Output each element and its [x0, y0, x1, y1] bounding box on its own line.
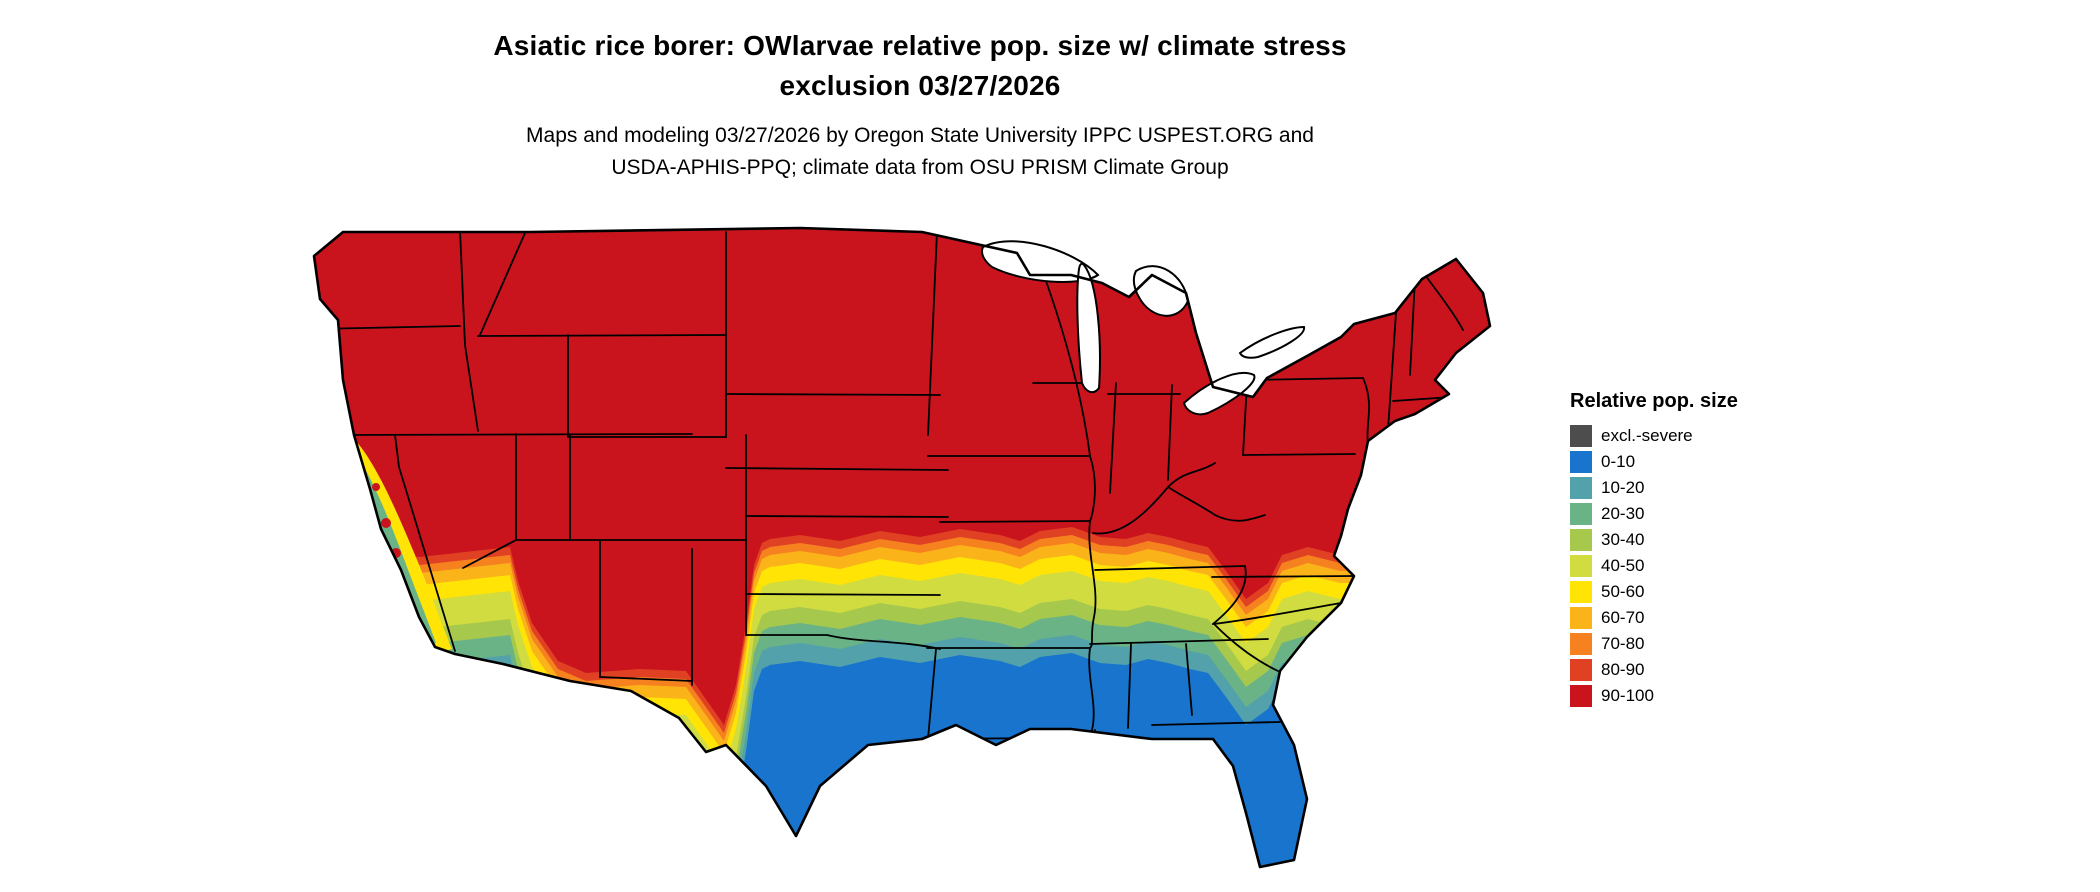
state-border-line [1089, 638, 1269, 645]
legend-swatch-90-100 [1570, 685, 1592, 707]
legend-item-70-80: 70-80 [1570, 631, 1738, 657]
legend-title: Relative pop. size [1570, 390, 1738, 412]
state-border-line [459, 229, 479, 432]
state-border-line [477, 334, 727, 337]
map-subtitle-line1: Maps and modeling 03/27/2026 by Oregon S… [526, 124, 1314, 147]
state-border-line [1409, 278, 1416, 376]
legend-item-90-100: 90-100 [1570, 683, 1738, 709]
legend-swatch-80-90 [1570, 659, 1592, 681]
state-border-line [1127, 643, 1132, 729]
legend-label: 0-10 [1601, 452, 1636, 471]
legend-label: 20-30 [1601, 504, 1645, 523]
legend-label: 10-20 [1601, 478, 1645, 497]
legend-label: 60-70 [1601, 608, 1645, 627]
us-map [312, 226, 1492, 869]
legend-label: 50-60 [1601, 582, 1645, 601]
map-ca-blue-patch [406, 607, 414, 615]
state-border-line [725, 467, 949, 471]
legend-item-50-60: 50-60 [1570, 579, 1738, 605]
legend-item-excl.-severe: excl.-severe [1570, 423, 1738, 449]
state-border-line [1167, 384, 1173, 481]
state-border-line [745, 634, 941, 650]
map-ca-blue-patch [416, 627, 424, 635]
state-border-line [1167, 486, 1266, 522]
legend-swatch-60-70 [1570, 607, 1592, 629]
map-title-line2: exclusion 03/27/2026 [779, 70, 1061, 101]
great-lake [1238, 325, 1305, 359]
legend-swatch-40-50 [1570, 555, 1592, 577]
state-border-line [1089, 729, 1096, 791]
legend-item-30-40: 30-40 [1570, 527, 1738, 553]
state-border-line [1151, 721, 1281, 726]
state-border-line [1045, 280, 1091, 457]
legend-label: 80-90 [1601, 660, 1645, 679]
state-border-line [479, 232, 526, 336]
state-border-line [1212, 565, 1247, 625]
legend-label: 30-40 [1601, 530, 1645, 549]
state-border-line [1362, 377, 1370, 444]
legend-item-40-50: 40-50 [1570, 553, 1738, 579]
state-border-line [927, 231, 938, 436]
state-border-line [745, 593, 941, 596]
state-border-line [1109, 382, 1117, 494]
legend-item-60-70: 60-70 [1570, 605, 1738, 631]
state-border-line [394, 434, 456, 652]
map-subtitle: Maps and modeling 03/27/2026 by Oregon S… [170, 120, 1670, 184]
map-title-line1: Asiatic rice borer: OWlarvae relative po… [493, 30, 1347, 61]
legend: Relative pop. size excl.-severe 0-10 10-20… [1570, 390, 1738, 709]
state-border-line [1387, 312, 1397, 431]
state-border-line [1094, 565, 1246, 571]
legend-swatch-70-80 [1570, 633, 1592, 655]
state-border-line [1214, 624, 1279, 672]
state-border-line [1185, 643, 1193, 716]
great-lake [1182, 371, 1256, 416]
legend-swatch-excl.-severe [1570, 425, 1592, 447]
legend-items: excl.-severe 0-10 10-20 20-30 30-40 40-50 50-6… [1570, 423, 1738, 709]
legend-swatch-30-40 [1570, 529, 1592, 551]
map-ca-blue-patch [396, 583, 404, 591]
state-border-line [745, 515, 949, 518]
header: Asiatic rice borer: OWlarvae relative po… [170, 26, 1670, 184]
state-border-line [1212, 602, 1342, 625]
legend-item-10-20: 10-20 [1570, 475, 1738, 501]
legend-swatch-50-60 [1570, 581, 1592, 603]
state-border-line [599, 676, 693, 682]
legend-swatch-0-10 [1570, 451, 1592, 473]
state-border-line [725, 393, 941, 396]
map-ca-red-patch [381, 518, 391, 528]
legend-label: excl.-severe [1601, 426, 1693, 445]
legend-label: 70-80 [1601, 634, 1645, 653]
state-border-line [462, 539, 517, 569]
legend-label: 40-50 [1601, 556, 1645, 575]
state-border-line [1424, 274, 1464, 331]
state-border-line [1242, 453, 1356, 456]
state-border-line [1211, 575, 1356, 578]
legend-item-80-90: 80-90 [1570, 657, 1738, 683]
us-outline [312, 226, 1492, 869]
legend-swatch-20-30 [1570, 503, 1592, 525]
legend-item-0-10: 0-10 [1570, 449, 1738, 475]
state-border-line [939, 520, 1091, 523]
legend-item-20-30: 20-30 [1570, 501, 1738, 527]
legend-swatch-10-20 [1570, 477, 1592, 499]
great-lake [1076, 262, 1101, 394]
map-ca-red-patch [372, 483, 380, 491]
map-container [300, 225, 1530, 880]
map-subtitle-line2: USDA-APHIS-PPQ; climate data from OSU PR… [611, 156, 1229, 179]
legend-label: 90-100 [1601, 686, 1654, 705]
